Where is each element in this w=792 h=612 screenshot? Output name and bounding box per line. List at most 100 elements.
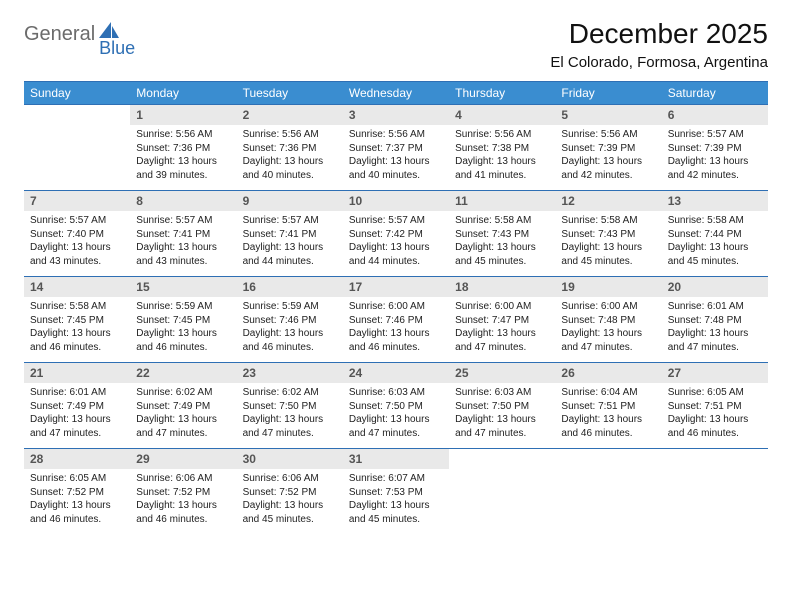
sunset-line: Sunset: 7:39 PM <box>561 142 655 156</box>
daylight-line: Daylight: 13 hours and 42 minutes. <box>561 155 655 182</box>
sunset-line: Sunset: 7:53 PM <box>349 486 443 500</box>
sunset-line: Sunset: 7:41 PM <box>136 228 230 242</box>
sunrise-line: Sunrise: 5:56 AM <box>243 128 337 142</box>
day-number: 27 <box>662 363 768 383</box>
calendar-cell: 1Sunrise: 5:56 AMSunset: 7:36 PMDaylight… <box>130 104 236 190</box>
sunrise-line: Sunrise: 5:59 AM <box>243 300 337 314</box>
day-header: Tuesday <box>237 82 343 104</box>
sunrise-line: Sunrise: 6:06 AM <box>243 472 337 486</box>
calendar-cell: 8Sunrise: 5:57 AMSunset: 7:41 PMDaylight… <box>130 190 236 276</box>
location: El Colorado, Formosa, Argentina <box>550 54 768 71</box>
calendar-cell-empty: . <box>555 448 661 534</box>
sunrise-line: Sunrise: 5:58 AM <box>561 214 655 228</box>
daylight-line: Daylight: 13 hours and 45 minutes. <box>243 499 337 526</box>
day-number: 7 <box>24 191 130 211</box>
day-number: 6 <box>662 105 768 125</box>
sunset-line: Sunset: 7:48 PM <box>561 314 655 328</box>
daylight-line: Daylight: 13 hours and 46 minutes. <box>30 327 124 354</box>
sunrise-line: Sunrise: 6:02 AM <box>136 386 230 400</box>
sunset-line: Sunset: 7:52 PM <box>136 486 230 500</box>
day-number: 16 <box>237 277 343 297</box>
day-number: 23 <box>237 363 343 383</box>
calendar-cell: 14Sunrise: 5:58 AMSunset: 7:45 PMDayligh… <box>24 276 130 362</box>
sunrise-line: Sunrise: 5:56 AM <box>561 128 655 142</box>
day-number: 5 <box>555 105 661 125</box>
daylight-line: Daylight: 13 hours and 45 minutes. <box>455 241 549 268</box>
day-number: 25 <box>449 363 555 383</box>
daylight-line: Daylight: 13 hours and 46 minutes. <box>136 327 230 354</box>
sunset-line: Sunset: 7:45 PM <box>30 314 124 328</box>
calendar-cell: 18Sunrise: 6:00 AMSunset: 7:47 PMDayligh… <box>449 276 555 362</box>
daylight-line: Daylight: 13 hours and 45 minutes. <box>668 241 762 268</box>
calendar-cell: 29Sunrise: 6:06 AMSunset: 7:52 PMDayligh… <box>130 448 236 534</box>
day-number: 9 <box>237 191 343 211</box>
sunset-line: Sunset: 7:51 PM <box>561 400 655 414</box>
calendar-cell: 28Sunrise: 6:05 AMSunset: 7:52 PMDayligh… <box>24 448 130 534</box>
sunrise-line: Sunrise: 6:06 AM <box>136 472 230 486</box>
sunrise-line: Sunrise: 5:57 AM <box>349 214 443 228</box>
daylight-line: Daylight: 13 hours and 46 minutes. <box>30 499 124 526</box>
calendar-cell: 30Sunrise: 6:06 AMSunset: 7:52 PMDayligh… <box>237 448 343 534</box>
sunrise-line: Sunrise: 6:04 AM <box>561 386 655 400</box>
title-block: December 2025 El Colorado, Formosa, Arge… <box>550 18 768 71</box>
calendar-cell-empty: . <box>449 448 555 534</box>
sunset-line: Sunset: 7:37 PM <box>349 142 443 156</box>
calendar-cell: 23Sunrise: 6:02 AMSunset: 7:50 PMDayligh… <box>237 362 343 448</box>
day-number: 17 <box>343 277 449 297</box>
day-header: Saturday <box>662 82 768 104</box>
sunset-line: Sunset: 7:38 PM <box>455 142 549 156</box>
day-header: Monday <box>130 82 236 104</box>
sunrise-line: Sunrise: 5:56 AM <box>349 128 443 142</box>
sunrise-line: Sunrise: 5:58 AM <box>30 300 124 314</box>
calendar-cell: 4Sunrise: 5:56 AMSunset: 7:38 PMDaylight… <box>449 104 555 190</box>
calendar-cell-empty: . <box>662 448 768 534</box>
sunset-line: Sunset: 7:39 PM <box>668 142 762 156</box>
sunrise-line: Sunrise: 6:01 AM <box>30 386 124 400</box>
daylight-line: Daylight: 13 hours and 43 minutes. <box>30 241 124 268</box>
calendar-cell: 6Sunrise: 5:57 AMSunset: 7:39 PMDaylight… <box>662 104 768 190</box>
sunset-line: Sunset: 7:40 PM <box>30 228 124 242</box>
sunset-line: Sunset: 7:36 PM <box>136 142 230 156</box>
calendar-cell: 16Sunrise: 5:59 AMSunset: 7:46 PMDayligh… <box>237 276 343 362</box>
sunrise-line: Sunrise: 6:00 AM <box>455 300 549 314</box>
day-number: 20 <box>662 277 768 297</box>
daylight-line: Daylight: 13 hours and 46 minutes. <box>243 327 337 354</box>
calendar-cell: 7Sunrise: 5:57 AMSunset: 7:40 PMDaylight… <box>24 190 130 276</box>
daylight-line: Daylight: 13 hours and 46 minutes. <box>668 413 762 440</box>
sunset-line: Sunset: 7:43 PM <box>455 228 549 242</box>
day-number: 18 <box>449 277 555 297</box>
day-header: Sunday <box>24 82 130 104</box>
sunrise-line: Sunrise: 5:58 AM <box>455 214 549 228</box>
daylight-line: Daylight: 13 hours and 43 minutes. <box>136 241 230 268</box>
calendar-cell: 15Sunrise: 5:59 AMSunset: 7:45 PMDayligh… <box>130 276 236 362</box>
daylight-line: Daylight: 13 hours and 46 minutes. <box>561 413 655 440</box>
day-number: 22 <box>130 363 236 383</box>
daylight-line: Daylight: 13 hours and 47 minutes. <box>30 413 124 440</box>
day-number: 21 <box>24 363 130 383</box>
calendar-cell: 9Sunrise: 5:57 AMSunset: 7:41 PMDaylight… <box>237 190 343 276</box>
calendar-cell: 24Sunrise: 6:03 AMSunset: 7:50 PMDayligh… <box>343 362 449 448</box>
calendar-cell: 21 Sunrise: 6:01 AMSunset: 7:49 PMDayligh… <box>24 362 130 448</box>
calendar-cell: 22Sunrise: 6:02 AMSunset: 7:49 PMDayligh… <box>130 362 236 448</box>
logo: General Blue <box>24 18 159 45</box>
calendar-cell-empty: . <box>24 104 130 190</box>
day-number: 28 <box>24 449 130 469</box>
sunset-line: Sunset: 7:49 PM <box>30 400 124 414</box>
daylight-line: Daylight: 13 hours and 44 minutes. <box>243 241 337 268</box>
day-number: 8 <box>130 191 236 211</box>
day-number: 19 <box>555 277 661 297</box>
daylight-line: Daylight: 13 hours and 46 minutes. <box>136 499 230 526</box>
day-header: Friday <box>555 82 661 104</box>
day-number: 1 <box>130 105 236 125</box>
sunset-line: Sunset: 7:46 PM <box>349 314 443 328</box>
sunset-line: Sunset: 7:47 PM <box>455 314 549 328</box>
header: General Blue December 2025 El Colorado, … <box>24 18 768 71</box>
daylight-line: Daylight: 13 hours and 46 minutes. <box>349 327 443 354</box>
day-number: 31 <box>343 449 449 469</box>
sunset-line: Sunset: 7:44 PM <box>668 228 762 242</box>
daylight-line: Daylight: 13 hours and 45 minutes. <box>561 241 655 268</box>
calendar-cell: 17Sunrise: 6:00 AMSunset: 7:46 PMDayligh… <box>343 276 449 362</box>
calendar-grid: SundayMondayTuesdayWednesdayThursdayFrid… <box>24 81 768 534</box>
calendar-cell: 5 Sunrise: 5:56 AMSunset: 7:39 PMDaylight… <box>555 104 661 190</box>
day-number: 13 <box>662 191 768 211</box>
